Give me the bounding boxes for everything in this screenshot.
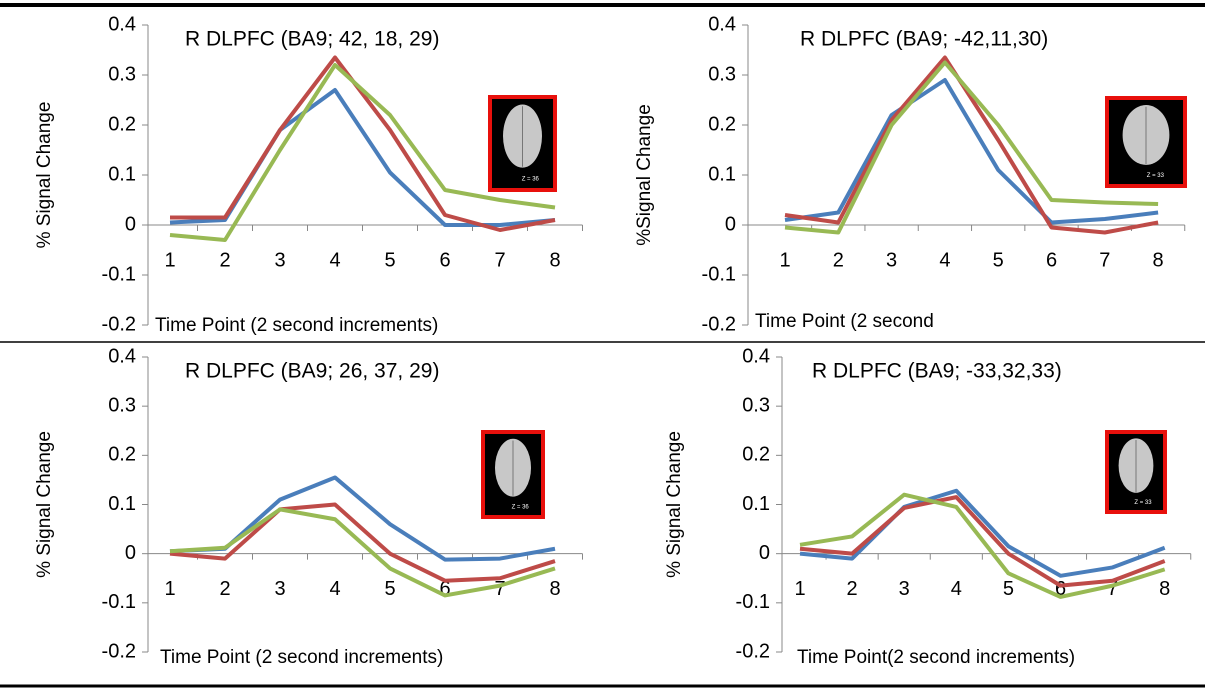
x-tick-label: 4	[329, 578, 340, 600]
y-tick-label: 0.1	[108, 493, 136, 515]
y-tick-label: 0.2	[742, 444, 770, 466]
y-tick-label: 0.2	[108, 444, 136, 466]
x-tick-label: 8	[1153, 249, 1164, 271]
x-tick-label: 3	[886, 249, 897, 271]
y-tick-label: 0.4	[108, 13, 136, 35]
data-line	[799, 495, 1166, 588]
inset-label: Z = 36	[512, 504, 530, 510]
data-line	[169, 507, 556, 598]
data-line	[169, 502, 556, 583]
y-tick-label: 0.3	[108, 63, 136, 85]
x-tick-label: 8	[549, 249, 560, 271]
data-line	[170, 55, 556, 232]
x-tick-label: 2	[219, 249, 230, 271]
data-line	[784, 55, 1159, 235]
x-tick-label: 5	[993, 249, 1004, 271]
data-line	[799, 492, 1166, 599]
x-tick-label: 6	[1055, 578, 1066, 600]
x-tick-label: 3	[899, 578, 910, 600]
y-axis-title: %Signal Change	[634, 104, 655, 246]
x-tick-label: 6	[439, 249, 450, 271]
x-tick-label: 5	[384, 578, 395, 600]
y-tick-label: 0.1	[708, 163, 736, 185]
y-tick-label: -0.2	[102, 640, 136, 662]
y-tick-label: 0	[759, 542, 770, 564]
y-tick-label: -0.1	[102, 263, 136, 285]
y-tick-label: -0.1	[102, 591, 136, 613]
y-tick-label: -0.2	[102, 313, 136, 335]
x-tick-label: 4	[939, 249, 950, 271]
data-line	[169, 63, 556, 242]
y-tick-label: 0	[125, 542, 136, 564]
x-tick-label: 7	[1107, 578, 1118, 600]
y-tick-label: -0.2	[736, 640, 770, 662]
x-tick-label: 1	[164, 578, 175, 600]
x-tick-label: 7	[494, 578, 505, 600]
y-axis-title: % Signal Change	[34, 102, 55, 249]
y-tick-label: -0.2	[702, 313, 736, 335]
chart-title: R DLPFC (BA9; -33,32,33)	[812, 360, 1062, 383]
x-tick-label: 5	[384, 249, 395, 271]
chart-title: R DLPFC (BA9; -42,11,30)	[800, 28, 1048, 51]
y-tick-label: 0.3	[708, 63, 736, 85]
x-axis-title: Time Point(2 second increments)	[797, 647, 1075, 668]
y-tick-label: 0.4	[108, 345, 136, 367]
y-tick-label: 0.4	[742, 345, 770, 367]
y-axis-title: % Signal Change	[664, 431, 685, 578]
y-tick-label: 0.2	[108, 113, 136, 135]
x-tick-label: 1	[779, 249, 790, 271]
inset-label: Z = 36	[522, 176, 540, 182]
inset-label: Z = 33	[1147, 173, 1165, 179]
x-tick-label: 5	[1003, 578, 1014, 600]
x-tick-label: 4	[329, 249, 340, 271]
x-tick-label: 3	[274, 578, 285, 600]
x-tick-label: 8	[549, 578, 560, 600]
x-tick-label: 4	[951, 578, 962, 600]
y-tick-label: -0.1	[736, 591, 770, 613]
x-tick-label: 7	[1099, 249, 1110, 271]
x-tick-label: 3	[274, 249, 285, 271]
x-tick-label: 1	[164, 249, 175, 271]
y-tick-label: 0.4	[708, 13, 736, 35]
y-tick-label: 0.3	[742, 394, 770, 416]
data-line	[784, 60, 1159, 235]
chart-title: R DLPFC (BA9; 26, 37, 29)	[185, 360, 439, 383]
x-axis-title: Time Point (2 second	[755, 311, 934, 332]
x-axis-title: Time Point (2 second increments)	[155, 315, 438, 336]
y-tick-label: 0.3	[108, 394, 136, 416]
x-axis-title: Time Point (2 second increments)	[160, 647, 443, 668]
x-tick-label: 1	[794, 578, 805, 600]
y-tick-label: 0.1	[742, 493, 770, 515]
y-tick-label: 0.1	[108, 163, 136, 185]
x-tick-label: 6	[1046, 249, 1057, 271]
x-tick-label: 7	[494, 249, 505, 271]
x-tick-label: 6	[439, 578, 450, 600]
y-tick-label: -0.1	[702, 263, 736, 285]
chart-title: R DLPFC (BA9; 42, 18, 29)	[185, 28, 439, 51]
data-line	[799, 488, 1166, 578]
y-axis-title: % Signal Change	[34, 431, 55, 578]
y-tick-label: 0	[125, 213, 136, 235]
x-tick-label: 2	[847, 578, 858, 600]
x-tick-label: 8	[1159, 578, 1170, 600]
inset-label: Z = 33	[1134, 500, 1152, 506]
x-tick-label: 2	[833, 249, 844, 271]
y-tick-label: 0	[725, 213, 736, 235]
data-line	[784, 78, 1159, 225]
y-tick-label: 0.2	[708, 113, 736, 135]
x-tick-label: 2	[219, 578, 230, 600]
